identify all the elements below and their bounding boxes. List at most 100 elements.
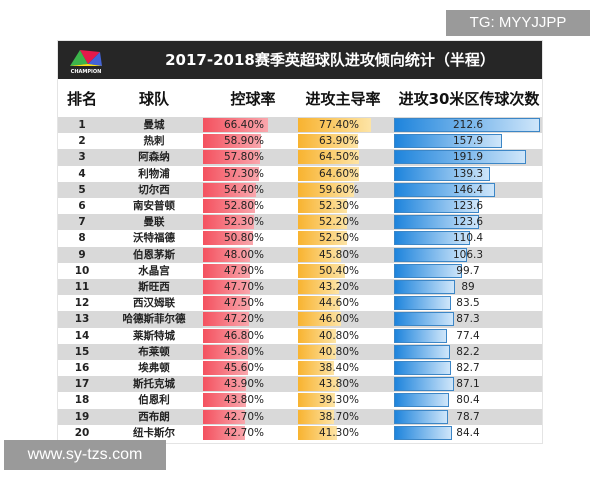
team-cell: 切尔西 — [138, 183, 170, 196]
possession-bar — [203, 182, 257, 197]
possession-bar — [203, 328, 249, 343]
watermark-bottom: www.sy-tzs.com — [4, 440, 166, 470]
passes-value: 87.1 — [456, 378, 480, 391]
passes-value: 84.4 — [456, 426, 480, 439]
dominance-value: 63.90% — [318, 135, 360, 148]
dominance-value: 43.20% — [318, 281, 360, 293]
dominance-value: 40.80% — [318, 345, 360, 358]
dominance-value: 39.30% — [318, 394, 360, 407]
dominance-bar — [298, 425, 337, 440]
passes-bar — [394, 328, 448, 343]
passes-bar — [394, 409, 449, 424]
possession-bar — [203, 199, 255, 213]
rank-cell: 2 — [78, 135, 86, 148]
dominance-bar — [298, 361, 335, 375]
passes-value: 146.4 — [452, 183, 484, 196]
dominance-bar — [298, 215, 348, 230]
dominance-bar — [298, 328, 337, 343]
passes-bar — [394, 344, 451, 359]
passes-bar — [394, 296, 452, 311]
team-cell: 哈德斯菲尔德 — [122, 313, 186, 326]
dominance-value: 41.30% — [318, 426, 360, 439]
watermark-top: TG: MYYJJPP — [446, 10, 590, 36]
possession-value: 57.30% — [223, 167, 265, 180]
dominance-bar — [298, 280, 339, 294]
dominance-bar — [298, 231, 348, 246]
svg-text:CHAMPION: CHAMPION — [71, 69, 102, 74]
dominance-bar — [298, 377, 340, 392]
rank-cell: 7 — [78, 216, 86, 229]
table-row: 15 布莱顿 45.80% 40.80% 82.2 — [58, 343, 542, 360]
passes-value: 77.4 — [456, 329, 480, 342]
rank-cell: 15 — [74, 345, 90, 358]
possession-value: 47.90% — [223, 264, 265, 277]
possession-bar — [203, 150, 260, 165]
passes-value: 87.3 — [456, 313, 480, 326]
passes-value: 123.6 — [452, 216, 484, 229]
table-row: 13 哈德斯菲尔德 47.20% 46.00% 87.3 — [58, 311, 542, 328]
team-cell: 西汉姆联 — [133, 297, 175, 310]
rank-cell: 12 — [74, 297, 90, 310]
dominance-value: 64.60% — [318, 167, 360, 180]
dominance-value: 52.50% — [318, 232, 360, 245]
passes-value: 123.6 — [452, 200, 484, 212]
dominance-value: 59.60% — [318, 183, 360, 196]
table-row: 4 利物浦 57.30% 64.60% 139.3 — [58, 166, 542, 182]
possession-value: 43.90% — [223, 378, 265, 391]
passes-bar — [394, 215, 479, 230]
possession-bar — [203, 361, 248, 375]
passes-value: 78.7 — [456, 410, 480, 423]
passes-value: 157.9 — [452, 135, 484, 148]
rank-cell: 18 — [74, 394, 90, 407]
rank-cell: 1 — [78, 119, 86, 131]
dominance-bar — [298, 409, 335, 424]
possession-value: 54.40% — [223, 183, 265, 196]
rank-cell: 4 — [78, 167, 86, 180]
passes-bar — [394, 263, 463, 278]
dominance-value: 45.80% — [318, 248, 360, 261]
header-team: 球队 — [138, 90, 169, 108]
table-row: 1 曼城 66.40% 77.40% 212.6 — [58, 117, 542, 134]
passes-value: 89 — [461, 281, 475, 293]
possession-value: 50.80% — [223, 232, 265, 245]
possession-value: 52.80% — [223, 200, 265, 212]
passes-value: 80.4 — [456, 394, 480, 407]
passes-value: 106.3 — [452, 248, 484, 261]
team-cell: 伯恩茅斯 — [133, 248, 175, 261]
dominance-value: 40.80% — [318, 329, 360, 342]
dominance-bar — [298, 182, 355, 197]
rank-cell: 13 — [74, 313, 90, 326]
dominance-bar — [298, 247, 342, 262]
possession-value: 47.50% — [223, 297, 265, 310]
table-row: 3 阿森纳 57.80% 64.50% 191.9 — [58, 149, 542, 166]
table-row: 19 西布朗 42.70% 38.70% 78.7 — [58, 408, 542, 425]
team-cell: 阿森纳 — [138, 151, 170, 164]
rank-cell: 9 — [78, 248, 86, 261]
passes-bar — [394, 312, 454, 327]
team-cell: 斯托克城 — [133, 378, 175, 391]
rank-cell: 10 — [74, 264, 90, 277]
possession-value: 45.80% — [223, 345, 265, 358]
passes-bar — [394, 150, 526, 165]
passes-bar — [394, 247, 468, 262]
passes-value: 110.4 — [452, 232, 484, 245]
header-passes: 进攻30米区传球次数 — [398, 90, 540, 108]
team-cell: 莱斯特城 — [133, 329, 175, 342]
dominance-value: 43.80% — [318, 378, 360, 391]
passes-value: 82.7 — [456, 362, 480, 374]
passes-bar — [394, 280, 456, 294]
dominance-value: 38.70% — [318, 410, 360, 423]
passes-bar — [394, 231, 470, 246]
team-cell: 热刺 — [143, 135, 165, 148]
table-row: 16 埃弗顿 45.60% 38.40% 82.7 — [58, 360, 542, 376]
table-row: 9 伯恩茅斯 48.00% 45.80% 106.3 — [58, 246, 542, 263]
team-cell: 伯恩利 — [138, 394, 170, 407]
passes-value: 212.6 — [452, 119, 484, 131]
passes-value: 99.7 — [456, 264, 480, 277]
header-possession: 控球率 — [230, 90, 276, 108]
possession-bar — [203, 263, 250, 278]
team-cell: 纽卡斯尔 — [133, 426, 175, 439]
rank-cell: 14 — [74, 329, 90, 342]
table-row: 6 南安普顿 52.80% 52.30% 123.6 — [58, 198, 542, 214]
team-cell: 曼联 — [143, 216, 165, 229]
